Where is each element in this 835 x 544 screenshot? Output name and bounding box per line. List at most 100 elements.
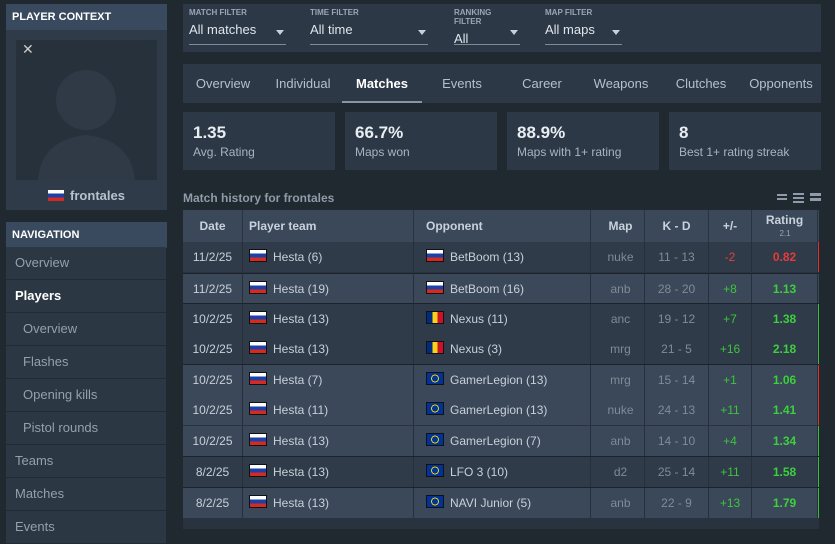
column-header: Rating [752,210,818,242]
cell-text: 1.79 [772,495,797,510]
table-row[interactable]: 10/2/25 Hesta (11) GamerLegion (13) nuke 24 … [183,395,819,425]
tab[interactable]: Opponents [749,76,813,91]
flag [426,432,444,446]
stat-value: 66.7% [355,123,404,142]
table-row[interactable]: 8/2/25 Hesta (13) NAVI Junior (5) anb 22 - 9… [183,486,819,518]
nav-item[interactable]: Players [6,280,166,313]
cell: 1.58 [752,457,818,488]
cell-text: 10/2/25 [192,433,233,448]
column-header: K - D [645,210,709,242]
cell-text: Hesta (13) [273,495,330,510]
cell-text: BetBoom (13) [450,250,525,264]
cell-text: 2.18 [772,341,797,356]
flag [426,402,444,415]
tab-bar [183,64,821,103]
cell: mrg [597,333,645,364]
cell-text: 15 - 14 [657,373,696,388]
cell: 11/2/25 [183,273,243,304]
filter-value: All [454,31,469,46]
filter[interactable]: RANKING FILTER All [454,8,520,46]
cell-text: Hesta (13) [273,433,330,448]
filter[interactable]: TIME FILTER All time [310,8,428,45]
cell: 8/2/25 [183,457,243,488]
nav-item[interactable]: Events [6,511,166,544]
flag [249,432,267,446]
view-icons [777,193,821,203]
column-header: Date [183,210,243,242]
cell-text: NAVI Junior (5) [450,495,532,510]
table-row[interactable]: 10/2/25 Hesta (7) GamerLegion (13) mrg 15 - … [183,364,819,396]
cell-text: d2 [613,465,628,480]
cell-text: GamerLegion (13) [450,403,548,417]
cell-text: 1.58 [772,465,797,480]
nav-item[interactable]: Flashes [6,346,166,379]
cell-text: +1 [723,373,737,388]
cell: 10/2/25 [183,425,243,456]
cell: mrg [597,365,645,396]
cell: d2 [597,457,645,488]
table-row[interactable]: 11/2/25 Hesta (19) BetBoom (16) anb 28 - 20 +… [183,272,819,304]
cell-text: GamerLegion (13) [450,373,548,388]
cell: nuke [597,242,645,272]
column-header: Player team [243,210,414,242]
cell: +1 [709,365,752,396]
table-row[interactable]: 10/2/25 Hesta (13) GamerLegion (7) anb 14 - … [183,425,819,456]
flag [426,372,444,386]
cell: 1.79 [752,487,818,518]
tab[interactable]: Overview [195,76,251,91]
cell-text: 10/2/25 [192,373,233,388]
table-header: Date Player team Opponent Map K - D +/- Rating… [183,210,819,242]
stat-label: Avg. Rating [193,145,255,159]
tab[interactable]: Career [522,76,562,91]
stat-value: 1.35 [193,123,227,142]
table-row[interactable]: 10/2/25 Hesta (13) Nexus (11) anc 19 - 12 +7 1… [183,303,819,335]
cell: 8/2/25 [183,487,243,518]
cell: 1.38 [752,304,818,335]
cell-text: nuke [607,250,634,264]
tab[interactable]: Weapons [593,76,649,91]
cell-text: 22 - 9 [661,495,692,510]
column-header: Opponent [420,210,591,242]
cell-text: anb [610,495,631,510]
nav-item[interactable]: Opening kills [6,379,166,412]
flag [249,249,267,262]
nav-item[interactable]: Pistol rounds [6,412,166,445]
stat-box: 66.7% Maps won [345,112,497,170]
cell-text: +16 [719,341,741,356]
tab[interactable]: Events [442,76,482,91]
filter[interactable]: MAP FILTER All maps [545,8,622,45]
filter-label: MATCH FILTER [189,8,247,17]
cell: 1.13 [752,273,818,304]
filters: MATCH FILTER All matches TIME FILTER All ti… [183,4,821,52]
tab[interactable]: Clutches [675,76,727,91]
cell: GamerLegion (7) [420,425,591,456]
cell-text: +13 [719,495,741,510]
filter[interactable]: MATCH FILTER All matches [189,8,286,45]
table-row[interactable]: 11/2/25 Hesta (6) BetBoom (13) nuke 11 - 13 -… [183,242,819,272]
cell-text: 10/2/25 [192,312,233,327]
flag [249,464,267,478]
tab[interactable]: Matches [342,64,422,103]
cell: 1.34 [752,425,818,456]
nav-item[interactable]: Teams [6,445,166,478]
cell: BetBoom (13) [420,242,591,272]
flag [249,340,267,354]
cell-text: 1.06 [772,373,797,388]
cell-text: 0.82 [772,250,797,264]
cell-text: Hesta (6) [273,250,323,264]
cell: Hesta (13) [243,425,414,456]
cell-text: Hesta (13) [273,341,330,356]
tab[interactable]: Individual [275,76,331,91]
flag [426,340,444,354]
stat-box: 1.35 Avg. Rating [183,112,335,170]
cell-text: 21 - 5 [661,341,692,356]
stat-label: Best 1+ rating streak [679,145,790,159]
stat-label: Maps won [355,145,410,159]
nav-item[interactable]: Matches [6,478,166,511]
nav-item[interactable]: Overview [6,247,166,280]
nav-item[interactable]: Overview [6,313,166,346]
table-row[interactable]: 8/2/25 Hesta (13) LFO 3 (10) d2 25 - 14 +11 1.… [183,456,819,488]
cell: 1.06 [752,365,818,396]
flag [426,311,444,325]
table-row[interactable]: 10/2/25 Hesta (13) Nexus (3) mrg 21 - 5 +16 2.… [183,333,819,364]
